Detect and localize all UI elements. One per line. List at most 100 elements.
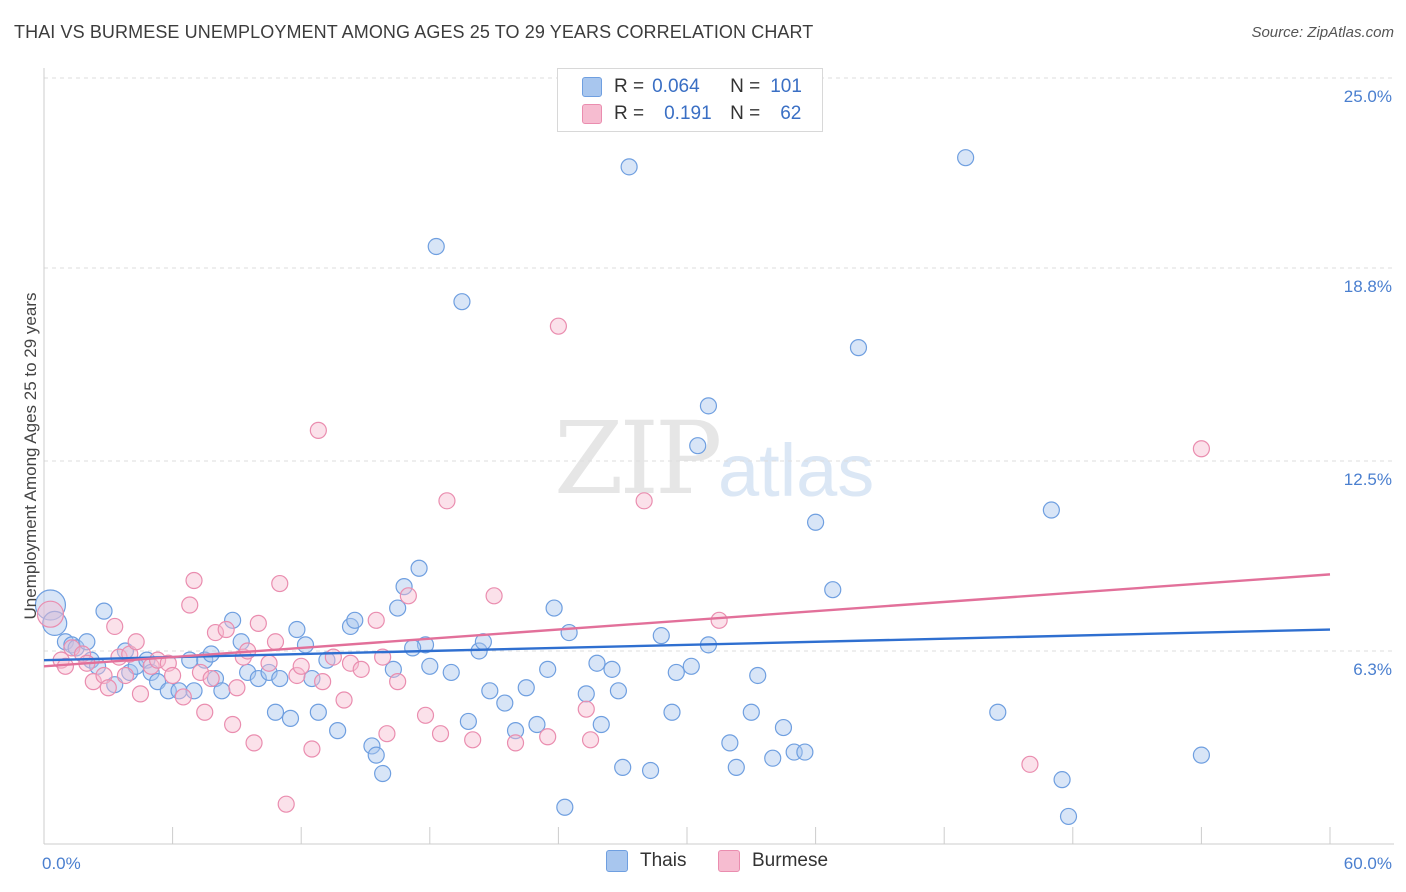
thais-point (742, 703, 760, 721)
burmese-point (36, 600, 65, 628)
thais-point (764, 749, 782, 767)
thais-point (266, 703, 285, 721)
grid-lines (44, 77, 1394, 652)
thais-point (459, 712, 477, 731)
burmese-point (127, 633, 145, 651)
source-label: Source: ZipAtlas.com (1251, 24, 1394, 41)
trend-lines (43, 573, 1331, 668)
thais-point (453, 293, 471, 311)
burmese-point (577, 700, 595, 718)
thais-point (989, 703, 1007, 721)
burmese-point (202, 669, 220, 688)
thais-point (288, 620, 306, 639)
burmese-point (431, 725, 450, 743)
burmese-trend-line (43, 573, 1331, 668)
thais-point (329, 722, 347, 740)
thais-point (641, 761, 660, 780)
burmese-point (506, 734, 525, 752)
chart-title: THAI VS BURMESE UNEMPLOYMENT AMONG AGES … (14, 22, 814, 42)
thais-point (689, 437, 707, 455)
thais-point (609, 682, 628, 700)
thais-points (34, 149, 1211, 826)
thais-point (1042, 501, 1060, 519)
burmese-point (309, 421, 327, 439)
thais-point (496, 694, 514, 712)
thais-point (560, 623, 578, 642)
thais-point (796, 743, 814, 761)
burmese-point (416, 706, 435, 724)
thais-point (1053, 771, 1071, 789)
thais-point (682, 657, 700, 675)
legend-row-thais: R = 0.064 N = 101 (582, 73, 802, 101)
r-label: R = (614, 103, 645, 124)
thais-point (296, 636, 315, 654)
burmese-point (1192, 440, 1211, 458)
thais-point (374, 764, 392, 783)
legend-row-burmese: R = 0.191 N = 62 (582, 100, 801, 128)
thais-point (588, 654, 606, 672)
thais-point (389, 599, 407, 617)
burmese-point (217, 620, 235, 639)
r-label: R = (614, 76, 645, 97)
thais-point (421, 657, 439, 675)
stats-legend: R = 0.064 N = 101 R = 0.191 N = 62 (557, 68, 823, 132)
thais-point (410, 559, 428, 577)
burmese-point (288, 666, 306, 685)
thais-point (539, 660, 557, 678)
thais-point (416, 636, 435, 654)
burmese-point (539, 728, 557, 746)
thais-point (721, 734, 739, 752)
burmese-point (710, 611, 728, 629)
thais-point (652, 627, 670, 645)
bottom-legend-label-thais: Thais (640, 850, 687, 871)
thais-point (309, 703, 327, 721)
burmese-points (36, 317, 1211, 813)
burmese-point (174, 688, 192, 706)
thais-point (849, 339, 868, 357)
thais-point (367, 746, 385, 764)
burmese-point (485, 587, 503, 605)
thais-point (577, 685, 595, 703)
burmese-point (228, 679, 246, 697)
thais-point (395, 578, 413, 596)
thais-point (614, 758, 632, 777)
burmese-point (389, 673, 407, 691)
thais-point (545, 599, 563, 617)
burmese-point (399, 587, 417, 605)
thais-point (260, 663, 278, 682)
burmese-point (341, 654, 360, 672)
burmese-point (260, 654, 278, 672)
n-label: N = (730, 76, 761, 97)
burmese-point (196, 703, 214, 721)
axes (43, 68, 1394, 845)
burmese-point (581, 731, 600, 749)
thais-point (806, 513, 825, 531)
thais-point (727, 758, 745, 777)
burmese-point (303, 740, 321, 758)
thais-point (249, 669, 267, 688)
burmese-point (181, 596, 199, 614)
burmese-point (324, 648, 342, 666)
n-value: 101 (770, 76, 802, 97)
burmese-point (292, 657, 310, 675)
burmese-point (206, 623, 225, 642)
thais-point (592, 715, 610, 734)
burmese-point (635, 492, 653, 510)
thais-point (42, 610, 68, 636)
burmese-point (378, 725, 396, 743)
watermark-atlas: atlas (718, 429, 875, 512)
burmese-point (271, 574, 289, 593)
burmese-point (1021, 755, 1039, 773)
y-tick-label-2: 18.8% (1344, 277, 1392, 296)
thais-point (185, 682, 203, 700)
burmese-point (352, 660, 370, 678)
watermark-zip: ZIP (554, 400, 722, 517)
y-tick-label-0: 6.3% (1353, 660, 1392, 679)
thais-point (957, 149, 975, 167)
burmese-point (224, 715, 242, 734)
burmese-point (164, 666, 182, 685)
thais-point (528, 715, 546, 734)
x-tick-label-0: 0.0% (42, 854, 81, 873)
bottom-legend-label-burmese: Burmese (752, 850, 829, 871)
